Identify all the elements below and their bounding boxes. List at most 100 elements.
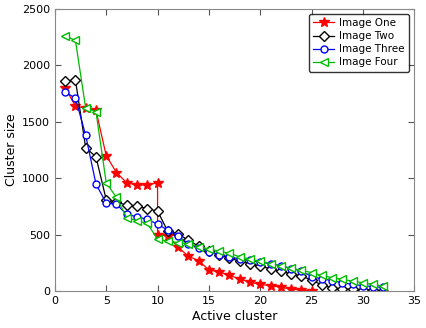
Image One (155, 181, 160, 185)
Image One (216, 270, 222, 274)
Image Three (124, 213, 130, 216)
Image One (114, 171, 119, 174)
Image Three (83, 133, 88, 137)
Image Three (176, 234, 181, 238)
Image Two (135, 204, 140, 208)
Image One (258, 282, 263, 286)
Image One (248, 280, 253, 284)
Image Three (196, 246, 201, 250)
Image One (278, 285, 283, 289)
Image Three (145, 217, 150, 221)
Image Two (63, 79, 68, 83)
Image Three (371, 285, 376, 289)
Image Two (155, 209, 160, 213)
Image Four (155, 237, 160, 241)
Image Four (176, 241, 181, 245)
Image Four (196, 245, 201, 249)
Image One (83, 106, 88, 110)
Line: Image One: Image One (60, 83, 317, 296)
Image Four (186, 242, 191, 246)
Image Four (371, 282, 376, 286)
Image Four (360, 281, 366, 285)
Image Two (381, 289, 386, 293)
Image Three (165, 228, 170, 232)
Image Three (237, 257, 242, 261)
Image Two (258, 264, 263, 268)
Image Two (104, 198, 109, 202)
Image One (206, 268, 211, 272)
Image Three (104, 201, 109, 205)
Image One (165, 234, 170, 238)
Image Four (63, 34, 68, 38)
Image One (196, 259, 201, 263)
Image Two (350, 287, 355, 291)
Image Three (186, 242, 191, 246)
Image Four (227, 252, 232, 256)
Image Four (350, 279, 355, 283)
Image Four (165, 239, 170, 243)
Image One (145, 183, 150, 187)
Image Three (309, 275, 314, 278)
Image Four (93, 110, 98, 113)
Image Four (330, 276, 335, 280)
Image Two (248, 262, 253, 266)
Image Two (299, 274, 304, 278)
Image Two (206, 249, 211, 253)
Image Three (350, 282, 355, 286)
Image Two (186, 238, 191, 242)
Image Three (114, 202, 119, 206)
Image Two (145, 207, 150, 211)
Image Four (114, 195, 119, 199)
Image Four (206, 247, 211, 251)
Image One (237, 277, 242, 281)
Image One (176, 245, 181, 249)
Image Two (124, 203, 130, 207)
Image Four (83, 106, 88, 110)
X-axis label: Active cluster: Active cluster (192, 310, 277, 323)
Image One (268, 284, 273, 288)
Image Three (381, 285, 386, 289)
Image Two (73, 78, 78, 82)
Image Four (320, 274, 325, 277)
Image Four (381, 284, 386, 288)
Image One (135, 183, 140, 187)
Image Two (227, 256, 232, 260)
Image Four (237, 255, 242, 259)
Image Three (258, 260, 263, 264)
Image Three (330, 278, 335, 282)
Image Two (360, 288, 366, 292)
Image Two (278, 270, 283, 274)
Image One (309, 289, 314, 293)
Image One (104, 154, 109, 158)
Image One (186, 254, 191, 258)
Image Four (288, 266, 294, 270)
Image Three (268, 262, 273, 266)
Image Three (288, 267, 294, 271)
Image Two (216, 253, 222, 257)
Image Three (248, 258, 253, 262)
Image Four (135, 219, 140, 223)
Image Two (93, 155, 98, 159)
Image Four (340, 277, 345, 281)
Line: Image Three: Image Three (62, 89, 387, 291)
Image Three (278, 264, 283, 268)
Image Two (114, 200, 119, 204)
Y-axis label: Cluster size: Cluster size (5, 114, 18, 186)
Image Two (320, 283, 325, 287)
Image Two (371, 288, 376, 292)
Image Three (320, 277, 325, 281)
Image Two (83, 146, 88, 150)
Image Four (258, 259, 263, 263)
Image Two (288, 272, 294, 276)
Image Two (237, 259, 242, 263)
Image Two (176, 232, 181, 236)
Line: Image Four: Image Four (61, 32, 388, 290)
Image Two (165, 229, 170, 233)
Image One (288, 287, 294, 291)
Image Four (278, 264, 283, 268)
Image One (155, 233, 160, 237)
Image Three (63, 91, 68, 94)
Image One (93, 109, 98, 113)
Image Three (73, 96, 78, 100)
Image Four (73, 38, 78, 42)
